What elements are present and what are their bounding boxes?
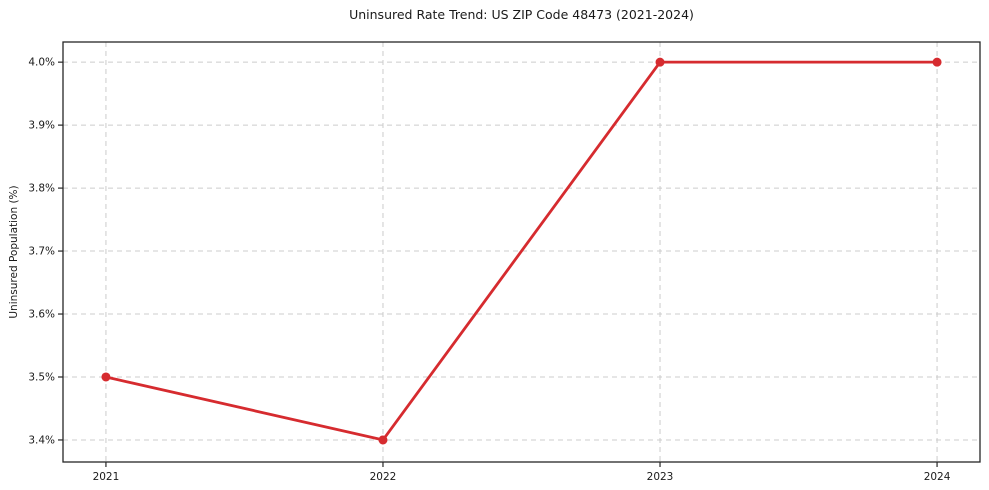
y-tick-label: 3.6% [28,309,55,321]
data-point-marker [378,435,388,445]
y-tick-label: 4.0% [28,57,55,69]
y-tick-label: 3.4% [28,434,55,446]
y-tick-label: 3.8% [28,183,55,195]
x-tick-label: 2021 [93,471,120,483]
y-tick-label: 3.7% [28,246,55,258]
y-tick-label: 3.5% [28,371,55,383]
x-tick-label: 2023 [647,471,674,483]
x-tick-label: 2022 [370,471,397,483]
series-line [104,60,939,442]
data-point-marker [932,57,942,67]
chart-title: Uninsured Rate Trend: US ZIP Code 48473 … [349,7,694,22]
data-point-marker [101,372,111,382]
plot-border [62,41,981,463]
x-tick-label: 2024 [924,471,951,483]
data-point-marker [655,57,665,67]
y-tick-label: 3.9% [28,120,55,132]
